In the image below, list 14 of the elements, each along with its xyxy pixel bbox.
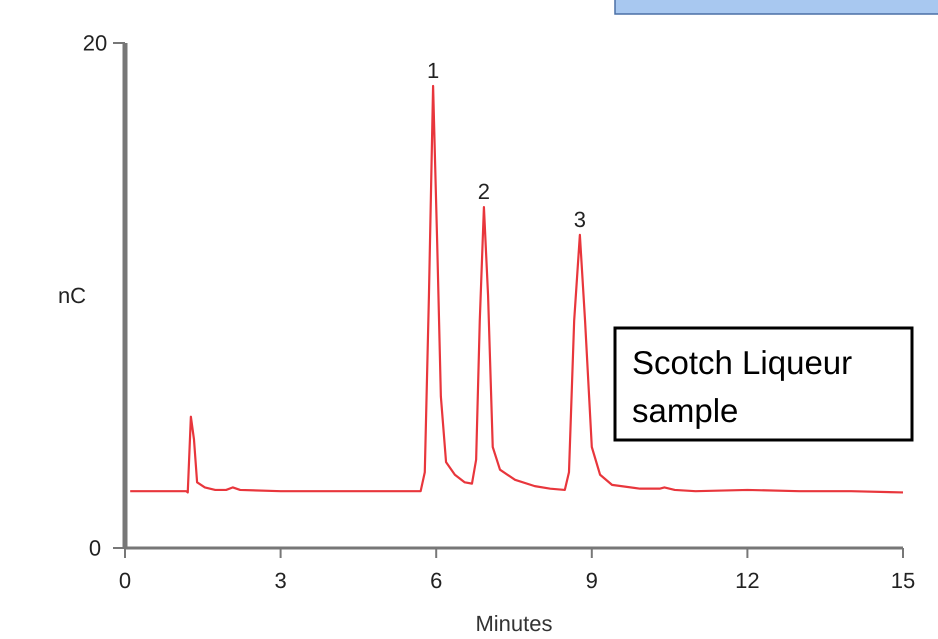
annotation: 3 bbox=[574, 206, 586, 232]
x-axis-title: Minutes bbox=[475, 611, 553, 636]
x-tick-label: 12 bbox=[735, 568, 760, 593]
annotation: 2 bbox=[478, 179, 490, 204]
x-tick-label: 3 bbox=[274, 568, 287, 593]
annotation: 1 bbox=[426, 58, 440, 83]
y-tick-label: 20 bbox=[82, 30, 108, 56]
line-series bbox=[129, 84, 904, 494]
y-axis-title: nC bbox=[58, 283, 86, 308]
x-tick-label: 0 bbox=[118, 568, 132, 593]
annotation: Scotch Liqueur sample bbox=[632, 344, 852, 429]
x-tick-label: 9 bbox=[586, 568, 598, 593]
x-tick-label: 6 bbox=[430, 568, 442, 593]
x-tick-label: 15 bbox=[890, 568, 916, 593]
